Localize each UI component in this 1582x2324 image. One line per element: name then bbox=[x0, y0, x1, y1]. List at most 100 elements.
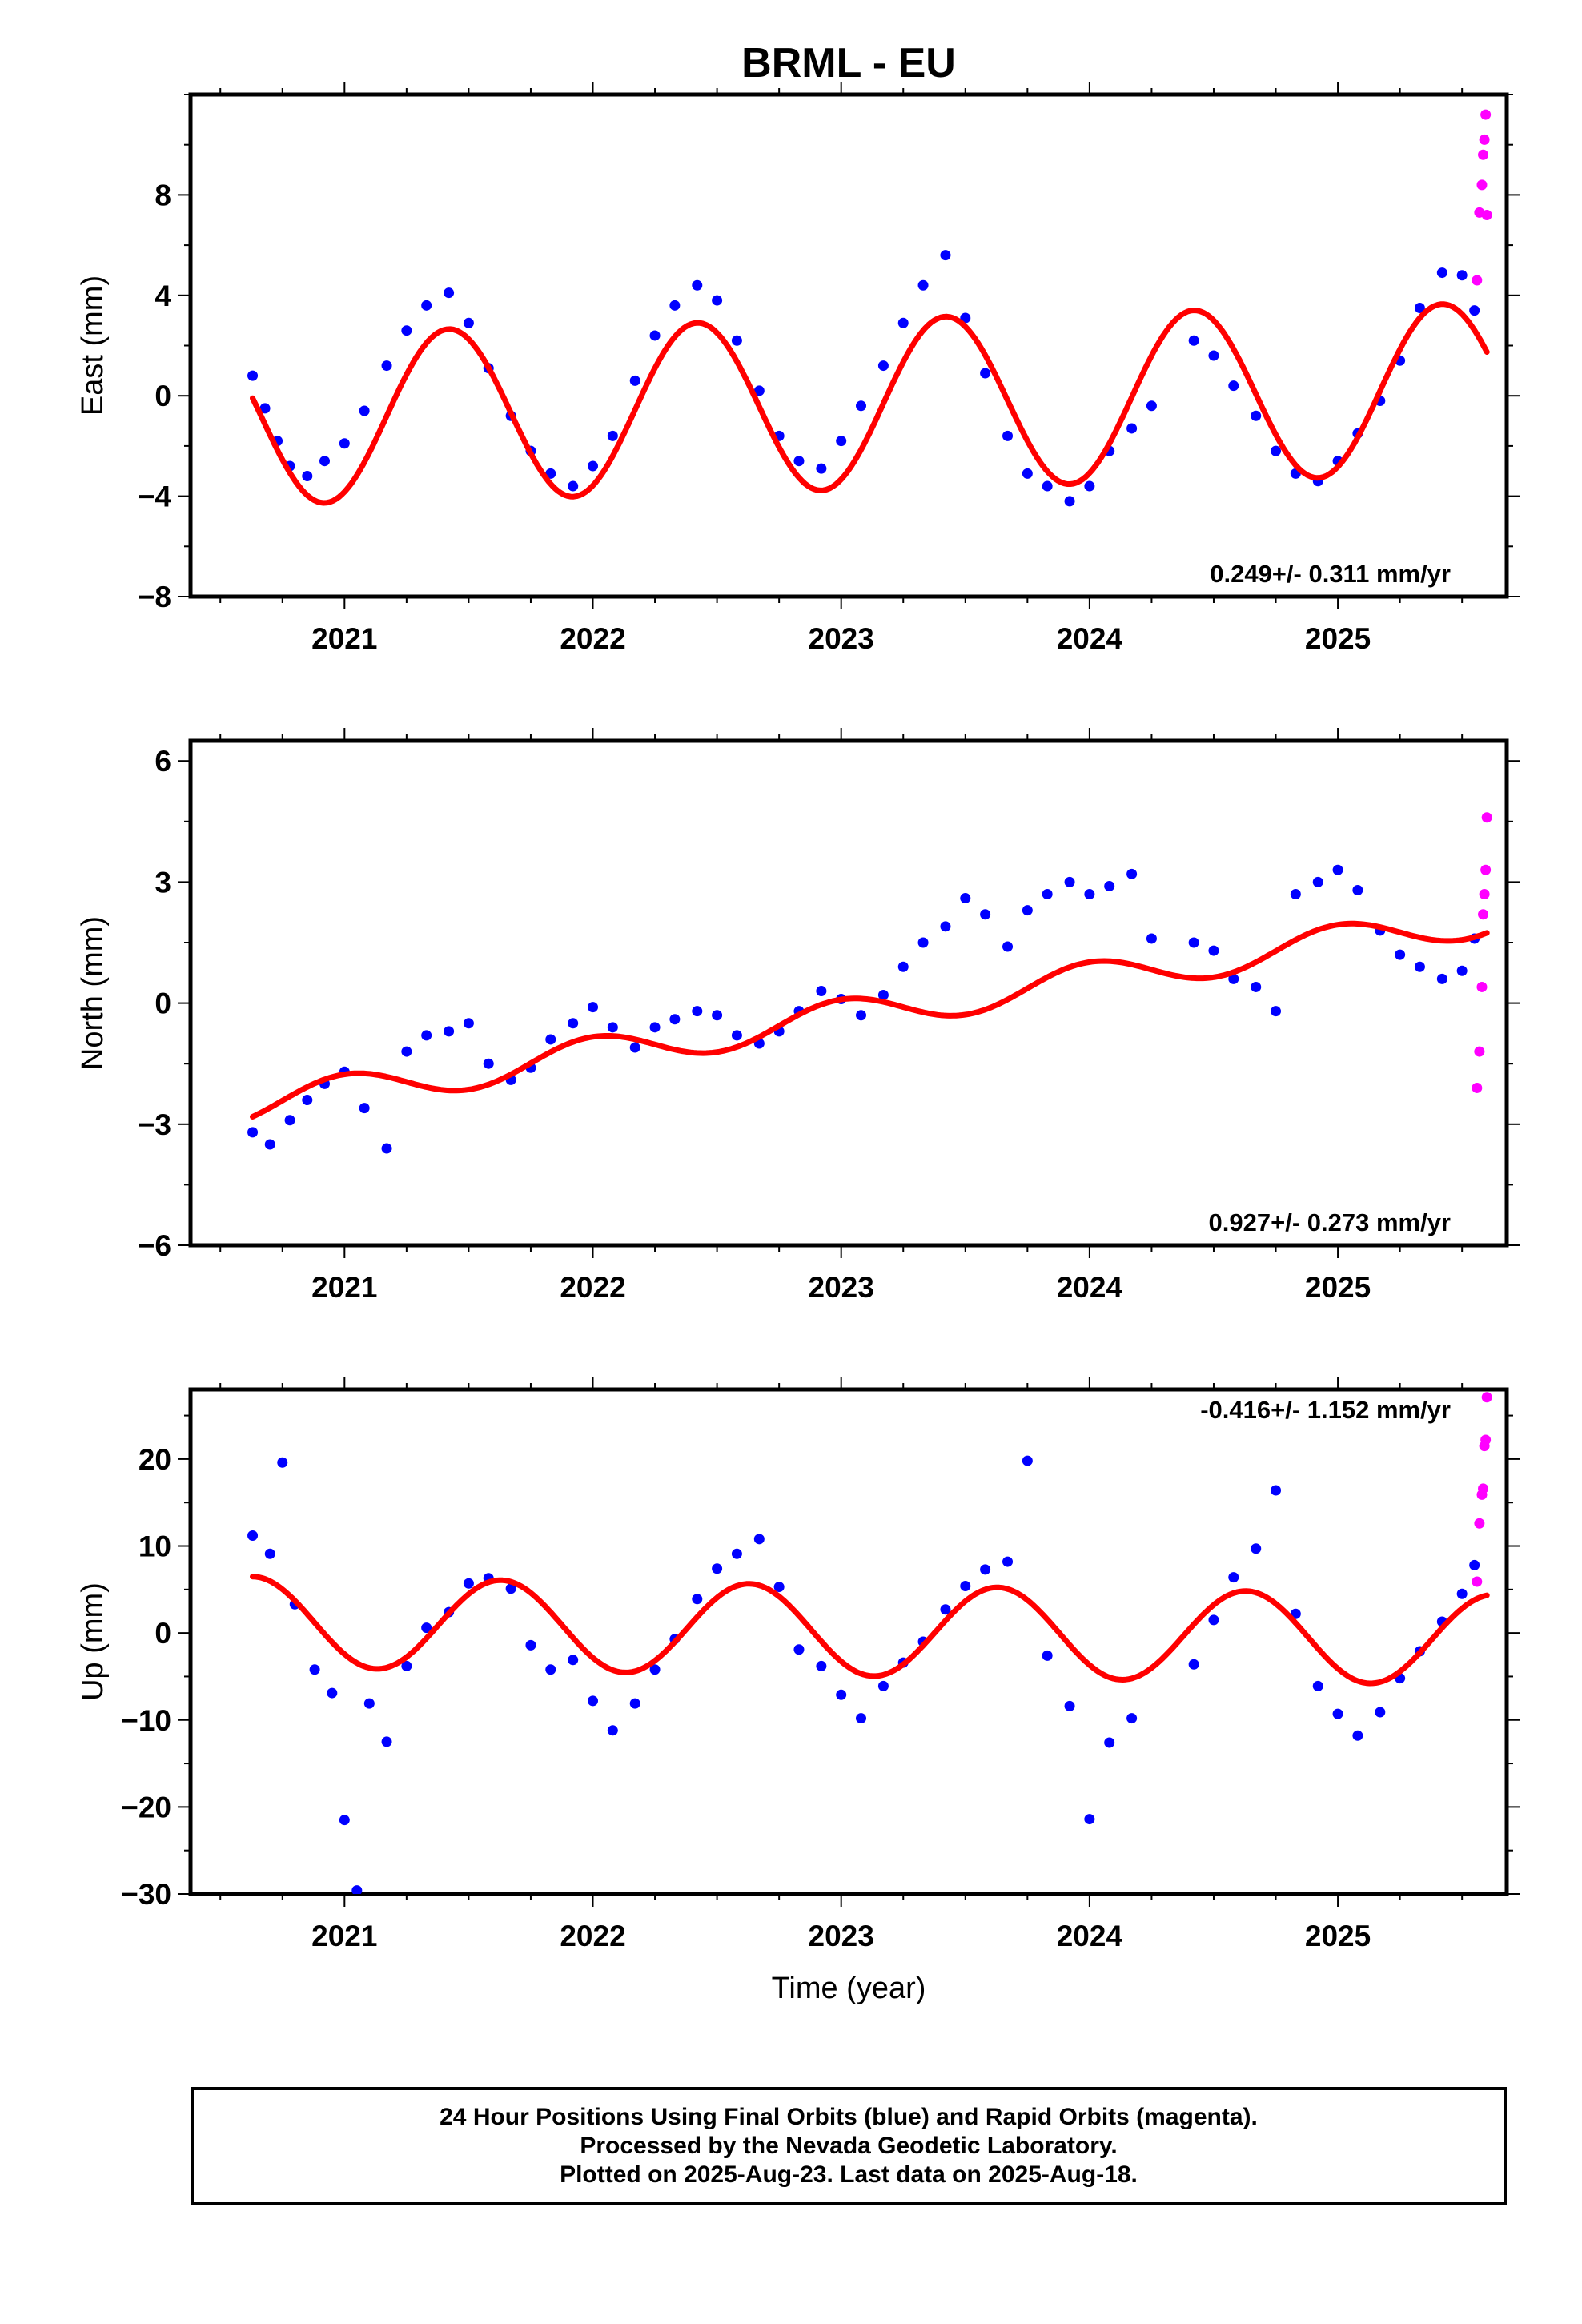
rapid-orbit-point bbox=[1474, 1518, 1485, 1529]
final-orbit-point bbox=[731, 335, 742, 346]
x-tick-label: 2025 bbox=[1305, 1920, 1371, 1952]
final-orbit-point bbox=[960, 893, 971, 904]
final-orbit-point bbox=[649, 330, 661, 341]
chart-title: BRML - EU bbox=[741, 40, 956, 86]
final-orbit-point bbox=[980, 1564, 991, 1575]
final-orbit-point bbox=[1022, 905, 1033, 916]
x-tick-label: 2023 bbox=[809, 622, 874, 655]
final-orbit-point bbox=[1104, 880, 1115, 891]
y-tick-label: −10 bbox=[121, 1704, 171, 1737]
final-orbit-point bbox=[836, 1689, 847, 1700]
final-orbit-point bbox=[1208, 945, 1219, 956]
model-fit-curve bbox=[250, 1574, 1490, 1687]
final-orbit-point bbox=[1456, 1588, 1468, 1599]
final-orbit-point bbox=[1002, 1556, 1014, 1567]
final-orbit-point bbox=[877, 360, 889, 372]
x-tick-label: 2024 bbox=[1057, 1271, 1123, 1304]
y-tick-label: −3 bbox=[138, 1108, 171, 1141]
final-orbit-point bbox=[1456, 965, 1468, 976]
final-orbit-point bbox=[816, 1660, 827, 1671]
final-orbit-point bbox=[692, 1006, 703, 1017]
rapid-orbit-point bbox=[1481, 1392, 1492, 1403]
velocity-annotation: -0.416+/- 1.152 mm/yr bbox=[1200, 1396, 1451, 1424]
y-tick-label: 8 bbox=[155, 179, 171, 211]
x-tick-label: 2023 bbox=[809, 1920, 874, 1952]
final-orbit-point bbox=[940, 921, 951, 932]
final-orbit-point bbox=[264, 1139, 275, 1150]
y-tick-label: 6 bbox=[155, 745, 171, 778]
final-orbit-point bbox=[401, 1046, 412, 1057]
y-tick-label: −8 bbox=[138, 581, 171, 613]
final-orbit-point bbox=[649, 1664, 661, 1675]
final-orbit-point bbox=[302, 1095, 313, 1106]
final-orbit-point bbox=[545, 1034, 556, 1045]
final-orbit-point bbox=[1228, 380, 1239, 392]
final-orbit-point bbox=[444, 287, 455, 299]
final-orbit-point bbox=[1208, 1614, 1219, 1626]
panel-3: 2021 2022 2023 2024 2025 −30 −20 −10 0 10 20 Up (mm… bbox=[76, 1377, 1520, 2005]
final-orbit-point bbox=[1188, 937, 1199, 948]
final-orbit-point bbox=[421, 1030, 432, 1041]
final-orbit-point bbox=[1084, 1814, 1095, 1825]
final-orbit-point bbox=[1251, 1543, 1262, 1554]
final-orbit-point bbox=[1395, 949, 1406, 960]
final-orbit-point bbox=[421, 300, 432, 311]
final-orbit-point bbox=[629, 1042, 640, 1053]
y-tick-label: 0 bbox=[155, 380, 171, 412]
plot-frame bbox=[188, 1387, 1509, 1896]
panel-1: 2021 2022 2023 2024 2025 −8 −4 0 4 8 East (mm) 0.24… bbox=[76, 82, 1520, 655]
final-orbit-point bbox=[1064, 496, 1075, 507]
final-orbit-point bbox=[463, 1578, 474, 1589]
y-tick-label: −30 bbox=[121, 1878, 171, 1911]
y-axis-label: East (mm) bbox=[76, 275, 110, 416]
final-orbit-point bbox=[339, 438, 350, 449]
final-orbit-point bbox=[1271, 1485, 1282, 1496]
final-orbit-point bbox=[1290, 889, 1301, 900]
final-orbit-point bbox=[607, 1725, 618, 1736]
rapid-orbit-point bbox=[1472, 275, 1483, 286]
final-orbit-point bbox=[980, 368, 991, 379]
final-orbit-point bbox=[1146, 933, 1157, 944]
final-orbit-point bbox=[1436, 973, 1447, 984]
final-orbit-point bbox=[381, 1736, 392, 1747]
final-orbit-point bbox=[463, 317, 474, 328]
y-tick-label: −20 bbox=[121, 1791, 171, 1823]
final-orbit-point bbox=[669, 1014, 681, 1025]
final-orbit-point bbox=[339, 1815, 350, 1826]
final-orbit-point bbox=[816, 463, 827, 474]
final-orbit-point bbox=[692, 1594, 703, 1605]
final-orbit-point bbox=[897, 961, 909, 972]
y-tick-label: 0 bbox=[155, 987, 171, 1020]
final-orbit-point bbox=[1208, 350, 1219, 361]
final-orbit-point bbox=[940, 250, 951, 261]
final-orbit-point bbox=[588, 1002, 599, 1013]
y-tick-label: −4 bbox=[138, 480, 172, 513]
final-orbit-point bbox=[1022, 468, 1033, 479]
final-orbit-point bbox=[960, 1580, 971, 1591]
y-tick-label: 0 bbox=[155, 1617, 171, 1650]
final-orbit-point bbox=[1042, 889, 1053, 900]
final-orbit-point bbox=[1188, 335, 1199, 346]
final-orbit-point bbox=[525, 1639, 536, 1651]
plot-frame bbox=[188, 738, 1509, 1248]
final-orbit-point bbox=[1126, 1713, 1138, 1724]
rapid-orbit-point bbox=[1480, 864, 1492, 875]
final-orbit-point bbox=[1456, 270, 1468, 281]
rapid-orbit-point bbox=[1476, 981, 1488, 992]
final-orbit-point bbox=[302, 471, 313, 482]
x-tick-label: 2022 bbox=[560, 1271, 625, 1304]
final-orbit-point bbox=[1271, 1006, 1282, 1017]
final-orbit-point bbox=[816, 985, 827, 996]
x-tick-label: 2025 bbox=[1305, 622, 1371, 655]
final-orbit-point bbox=[1002, 941, 1014, 952]
panel-2: 2021 2022 2023 2024 2025 −6 −3 0 3 6 North (mm) 0.9… bbox=[76, 728, 1520, 1304]
y-tick-label: 10 bbox=[139, 1530, 171, 1563]
final-orbit-point bbox=[284, 1115, 295, 1126]
final-orbit-point bbox=[712, 1563, 723, 1574]
velocity-annotation: 0.927+/- 0.273 mm/yr bbox=[1209, 1208, 1451, 1236]
final-orbit-point bbox=[277, 1457, 288, 1468]
final-orbit-point bbox=[381, 360, 392, 372]
final-orbit-point bbox=[1146, 400, 1157, 412]
processing-note-line-2: Processed by the Nevada Geodetic Laborat… bbox=[580, 2133, 1118, 2159]
x-tick-label: 2021 bbox=[311, 622, 377, 655]
